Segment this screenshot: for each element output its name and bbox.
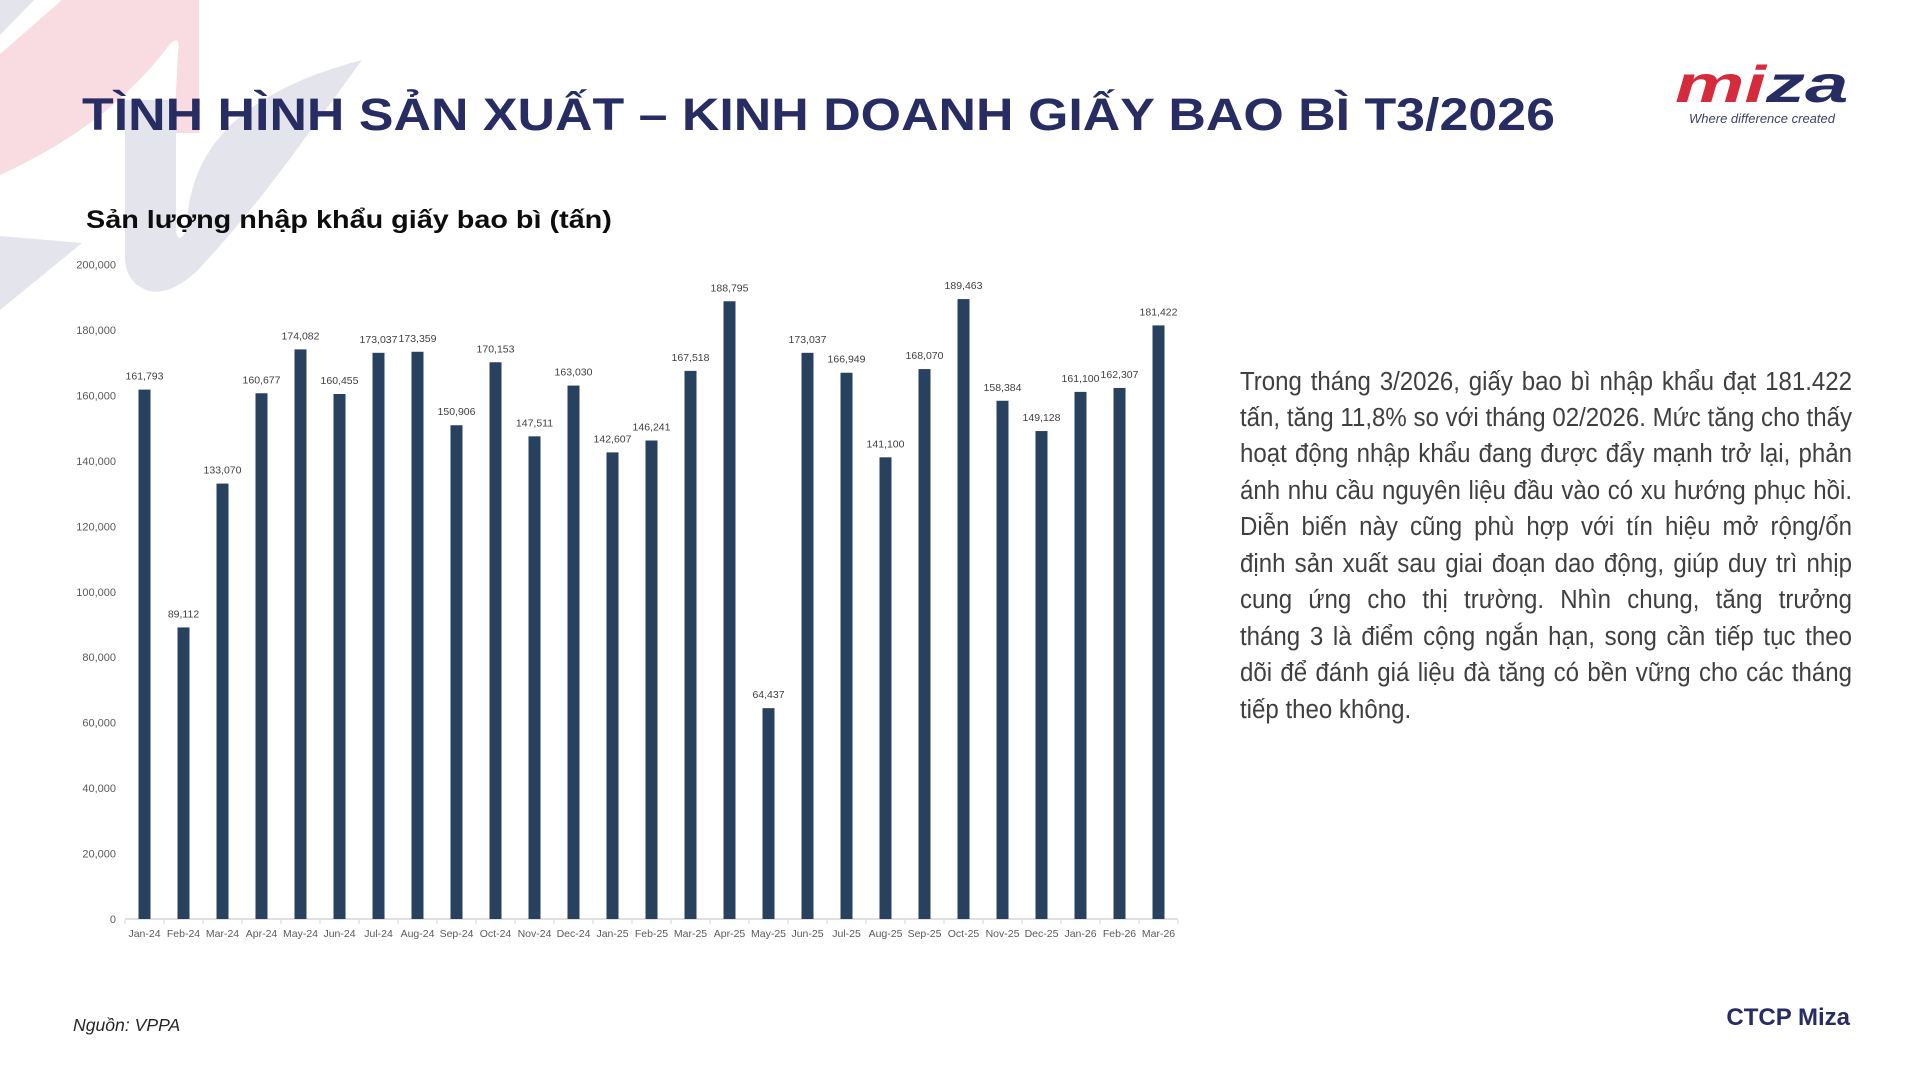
svg-text:May-25: May-25 <box>751 928 786 940</box>
svg-text:173,037: 173,037 <box>789 334 827 346</box>
svg-text:Feb-24: Feb-24 <box>167 928 200 940</box>
svg-text:Feb-25: Feb-25 <box>635 928 668 940</box>
svg-text:Aug-25: Aug-25 <box>869 928 903 940</box>
svg-text:158,384: 158,384 <box>984 382 1022 394</box>
svg-text:Jun-24: Jun-24 <box>323 928 355 940</box>
svg-text:189,463: 189,463 <box>945 280 983 292</box>
svg-text:149,128: 149,128 <box>1023 412 1061 424</box>
svg-text:181,422: 181,422 <box>1140 306 1178 318</box>
svg-text:40,000: 40,000 <box>82 783 116 795</box>
svg-text:Mar-25: Mar-25 <box>674 928 707 940</box>
svg-text:174,082: 174,082 <box>282 330 320 342</box>
svg-text:160,455: 160,455 <box>321 375 359 387</box>
svg-text:Dec-24: Dec-24 <box>557 928 591 940</box>
svg-text:141,100: 141,100 <box>867 438 905 450</box>
svg-text:Nov-24: Nov-24 <box>518 928 552 940</box>
svg-text:Oct-24: Oct-24 <box>480 928 512 940</box>
svg-text:Jun-25: Jun-25 <box>791 928 823 940</box>
svg-text:Jan-25: Jan-25 <box>596 928 628 940</box>
svg-text:Jan-24: Jan-24 <box>128 928 160 940</box>
svg-text:89,112: 89,112 <box>168 608 199 620</box>
svg-text:Jul-24: Jul-24 <box>364 928 393 940</box>
svg-text:60,000: 60,000 <box>82 718 116 730</box>
svg-text:163,030: 163,030 <box>555 367 593 379</box>
svg-text:64,437: 64,437 <box>752 689 784 701</box>
svg-text:173,037: 173,037 <box>360 334 398 346</box>
svg-text:146,241: 146,241 <box>633 422 671 434</box>
svg-text:166,949: 166,949 <box>828 354 866 366</box>
svg-text:May-24: May-24 <box>283 928 318 940</box>
svg-text:Mar-24: Mar-24 <box>206 928 239 940</box>
svg-text:160,677: 160,677 <box>243 374 281 386</box>
svg-text:Aug-24: Aug-24 <box>401 928 435 940</box>
svg-text:188,795: 188,795 <box>711 282 749 294</box>
svg-text:170,153: 170,153 <box>477 343 515 355</box>
svg-text:100,000: 100,000 <box>76 587 116 599</box>
svg-text:Oct-25: Oct-25 <box>948 928 980 940</box>
svg-text:168,070: 168,070 <box>906 350 944 362</box>
svg-text:Mar-26: Mar-26 <box>1142 928 1175 940</box>
svg-text:Sep-24: Sep-24 <box>440 928 474 940</box>
svg-text:167,518: 167,518 <box>672 352 710 364</box>
svg-text:173,359: 173,359 <box>399 333 437 345</box>
svg-text:Apr-25: Apr-25 <box>714 928 746 940</box>
svg-text:140,000: 140,000 <box>76 456 116 468</box>
svg-text:80,000: 80,000 <box>82 652 116 664</box>
svg-text:162,307: 162,307 <box>1101 369 1139 381</box>
svg-text:160,000: 160,000 <box>76 391 116 403</box>
svg-text:147,511: 147,511 <box>516 417 553 429</box>
svg-text:Sep-25: Sep-25 <box>908 928 942 940</box>
svg-text:133,070: 133,070 <box>204 465 242 477</box>
svg-text:Jan-26: Jan-26 <box>1064 928 1096 940</box>
svg-text:161,100: 161,100 <box>1062 373 1100 385</box>
svg-text:180,000: 180,000 <box>76 325 116 337</box>
svg-text:Feb-26: Feb-26 <box>1103 928 1136 940</box>
svg-text:Apr-24: Apr-24 <box>246 928 278 940</box>
svg-text:120,000: 120,000 <box>76 521 116 533</box>
svg-text:20,000: 20,000 <box>82 849 116 861</box>
svg-text:161,793: 161,793 <box>126 371 164 383</box>
svg-text:Jul-25: Jul-25 <box>832 928 861 940</box>
svg-text:Dec-25: Dec-25 <box>1025 928 1059 940</box>
svg-text:Nov-25: Nov-25 <box>986 928 1020 940</box>
svg-text:200,000: 200,000 <box>76 260 116 272</box>
svg-text:150,906: 150,906 <box>438 406 476 418</box>
svg-text:0: 0 <box>110 914 116 926</box>
svg-text:142,607: 142,607 <box>594 433 632 445</box>
